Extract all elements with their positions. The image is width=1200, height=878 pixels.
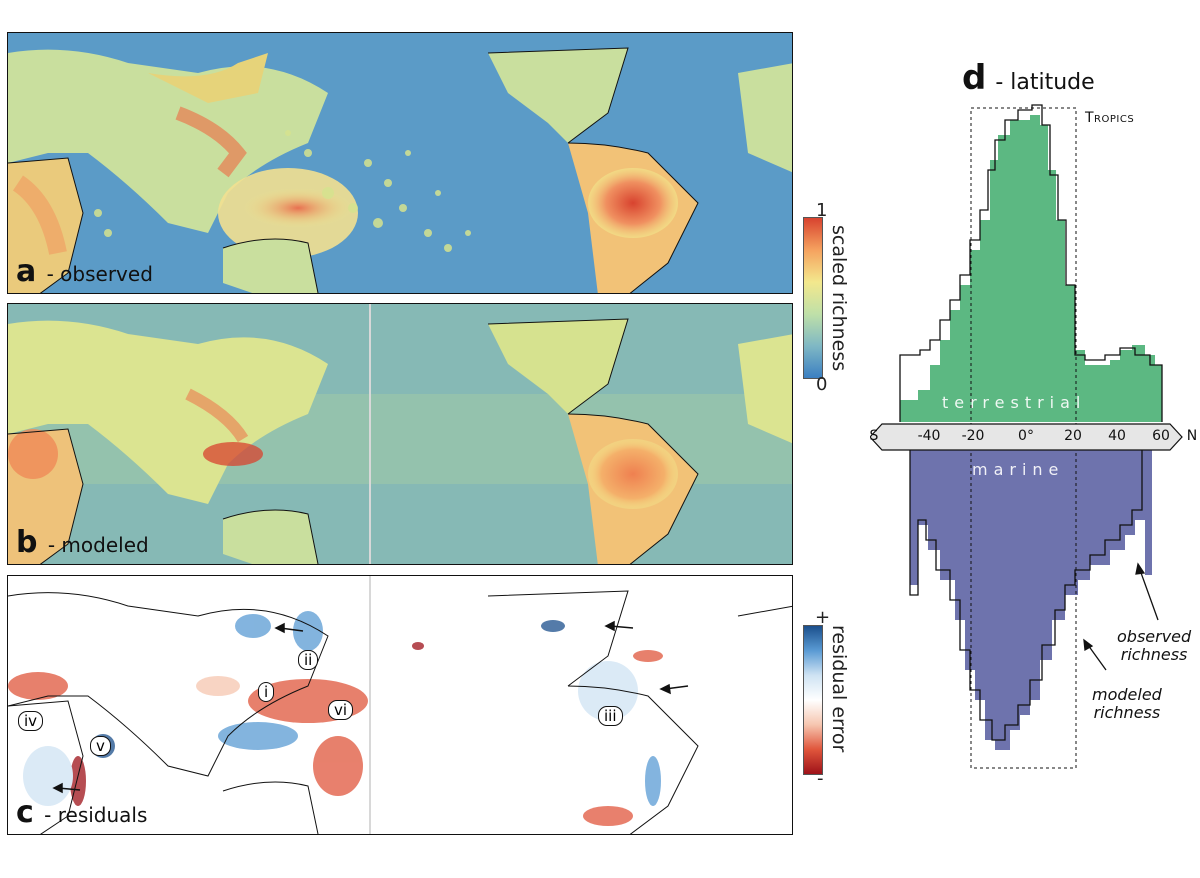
axis-tick-minus40: -40 — [917, 428, 941, 444]
callout-iv: iv — [18, 711, 44, 731]
residual-colorbar-min: - — [817, 768, 824, 789]
callout-v: v — [90, 736, 111, 756]
panel-d-label: d - latitude — [962, 58, 1095, 98]
richness-colorbar — [803, 217, 823, 379]
residual-colorbar — [803, 625, 823, 775]
axis-tick-40: 40 — [1108, 428, 1126, 444]
richness-colorbar-max: 1 — [816, 200, 828, 221]
richness-colorbar-label: scaled richness — [828, 225, 850, 372]
panel-b-label: b - modeled — [16, 525, 149, 560]
callout-iii: iii — [598, 706, 623, 726]
axis-tick-minus20: -20 — [961, 428, 985, 444]
callout-vi: vi — [328, 700, 354, 720]
modeled-map-image — [8, 304, 792, 564]
axis-label-south: S — [869, 428, 879, 444]
residual-colorbar-max: + — [815, 607, 831, 628]
marine-southern-bar — [910, 450, 918, 585]
observed-richness-label: observed richness — [1117, 627, 1192, 664]
latitude-histogram — [870, 104, 1183, 769]
terrestrial-observed-histogram — [900, 115, 1162, 422]
terrestrial-label: terrestrial — [942, 393, 1087, 412]
axis-tick-zero: 0° — [1018, 428, 1034, 444]
callout-ii: ii — [298, 650, 319, 670]
map-observed: a - observed — [7, 32, 793, 294]
axis-tick-20: 20 — [1064, 428, 1082, 444]
residuals-map-image — [8, 576, 792, 834]
latitude-axis-band — [870, 423, 1183, 451]
panel-c-label: c - residuals — [16, 795, 148, 830]
modeled-richness-label: modeled richness — [1092, 685, 1162, 722]
map-residuals: i ii iii iv v vi c - residuals — [7, 575, 793, 835]
richness-colorbar-min: 0 — [816, 374, 828, 395]
panel-a-label: a - observed — [16, 254, 153, 289]
axis-label-north: N — [1186, 428, 1198, 444]
callout-i: i — [258, 682, 275, 702]
residual-colorbar-label: residual error — [828, 625, 850, 753]
map-modeled: b - modeled — [7, 303, 793, 565]
observed-map-image — [8, 33, 792, 293]
tropics-label: Tropics — [1085, 110, 1135, 126]
marine-label: marine — [972, 460, 1065, 479]
terrestrial-modeled-outline — [899, 104, 1163, 422]
axis-tick-60: 60 — [1152, 428, 1170, 444]
marine-modeled-outline — [909, 450, 1143, 741]
